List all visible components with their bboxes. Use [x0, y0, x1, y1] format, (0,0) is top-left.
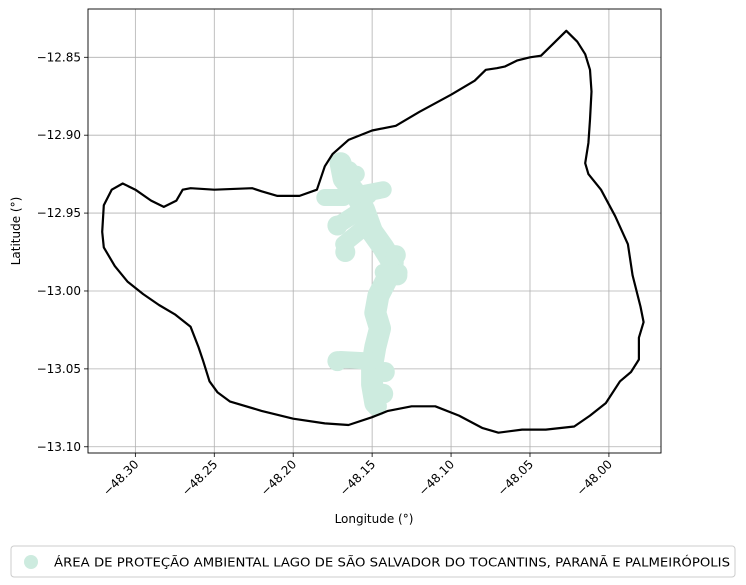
protected-area-lobe: [338, 161, 359, 181]
y-axis-label: Latitude (°): [9, 197, 23, 266]
plot-frame: [87, 8, 662, 454]
y-tick-label: −12.90: [37, 128, 81, 142]
legend: ÁREA DE PROTEÇÃO AMBIENTAL LAGO DE SÃO S…: [10, 545, 736, 578]
legend-marker-icon: [24, 555, 38, 569]
y-tick-label: −12.85: [37, 50, 81, 64]
y-tick-label: −13.00: [37, 284, 81, 298]
protected-area-lobe: [387, 265, 408, 286]
protected-area-lobe: [335, 242, 356, 262]
protected-area-lobe: [374, 362, 395, 382]
municipality-boundary: [101, 29, 645, 434]
protected-area-lobe: [327, 351, 348, 372]
protected-area-lobe: [327, 215, 348, 236]
protected-area-lobe: [357, 184, 378, 205]
x-axis-label: Longitude (°): [335, 512, 414, 526]
protected-area-polygon: [316, 152, 408, 417]
protected-area-branch: [335, 220, 372, 253]
protected-area-lobe: [385, 245, 406, 266]
y-tick-label: −12.95: [37, 206, 81, 220]
protected-area-lobe: [366, 396, 387, 417]
y-tick-label: −13.05: [37, 362, 81, 376]
legend-frame: [10, 545, 736, 578]
y-axis-ticks: −12.85 −12.90 −12.95 −13.00 −13.05 −13.10: [37, 50, 88, 454]
y-tick-label: −13.10: [37, 440, 81, 454]
legend-label: ÁREA DE PROTEÇÃO AMBIENTAL LAGO DE SÃO S…: [54, 555, 730, 570]
